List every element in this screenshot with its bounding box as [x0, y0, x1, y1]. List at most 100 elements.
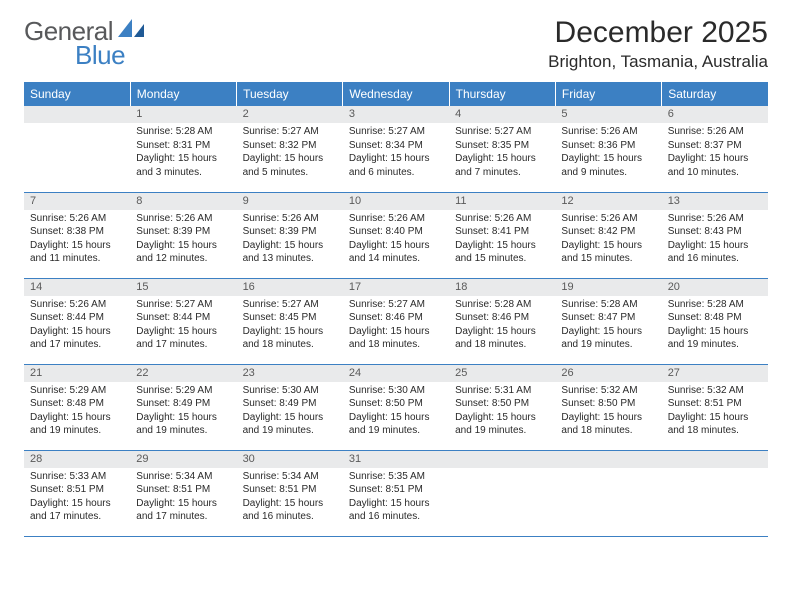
daylight-line: Daylight: 15 hours and 19 minutes.: [668, 325, 762, 352]
sunrise-line: Sunrise: 5:32 AM: [561, 384, 655, 398]
weekday-header: Wednesday: [343, 82, 449, 106]
day-number: 22: [130, 365, 236, 382]
day-data: [449, 468, 555, 528]
sunset-line: Sunset: 8:45 PM: [243, 311, 337, 325]
calendar-page: General Blue December 2025 Brighton, Tas…: [0, 0, 792, 553]
calendar-day-cell: 4Sunrise: 5:27 AMSunset: 8:35 PMDaylight…: [449, 106, 555, 192]
weekday-header: Friday: [555, 82, 661, 106]
sunset-line: Sunset: 8:51 PM: [30, 483, 124, 497]
day-number: 23: [237, 365, 343, 382]
weekday-header: Saturday: [662, 82, 768, 106]
sunset-line: Sunset: 8:48 PM: [30, 397, 124, 411]
day-number: 2: [237, 106, 343, 123]
sunrise-line: Sunrise: 5:27 AM: [349, 298, 443, 312]
day-number: [449, 451, 555, 468]
sunset-line: Sunset: 8:34 PM: [349, 139, 443, 153]
day-data: Sunrise: 5:34 AMSunset: 8:51 PMDaylight:…: [130, 468, 236, 528]
sunrise-line: Sunrise: 5:26 AM: [668, 212, 762, 226]
weekday-header: Sunday: [24, 82, 130, 106]
sunset-line: Sunset: 8:42 PM: [561, 225, 655, 239]
sunset-line: Sunset: 8:51 PM: [136, 483, 230, 497]
calendar-day-cell: 1Sunrise: 5:28 AMSunset: 8:31 PMDaylight…: [130, 106, 236, 192]
sunset-line: Sunset: 8:39 PM: [136, 225, 230, 239]
calendar-day-cell: 11Sunrise: 5:26 AMSunset: 8:41 PMDayligh…: [449, 192, 555, 278]
day-number: 5: [555, 106, 661, 123]
day-data: Sunrise: 5:26 AMSunset: 8:44 PMDaylight:…: [24, 296, 130, 356]
month-title: December 2025: [548, 16, 768, 50]
daylight-line: Daylight: 15 hours and 5 minutes.: [243, 152, 337, 179]
day-data: Sunrise: 5:26 AMSunset: 8:36 PMDaylight:…: [555, 123, 661, 183]
sunrise-line: Sunrise: 5:34 AM: [243, 470, 337, 484]
day-data: Sunrise: 5:32 AMSunset: 8:50 PMDaylight:…: [555, 382, 661, 442]
sunset-line: Sunset: 8:36 PM: [561, 139, 655, 153]
title-block: December 2025 Brighton, Tasmania, Austra…: [548, 16, 768, 72]
calendar-day-cell: 16Sunrise: 5:27 AMSunset: 8:45 PMDayligh…: [237, 278, 343, 364]
daylight-line: Daylight: 15 hours and 9 minutes.: [561, 152, 655, 179]
sunset-line: Sunset: 8:43 PM: [668, 225, 762, 239]
daylight-line: Daylight: 15 hours and 19 minutes.: [561, 325, 655, 352]
sunrise-line: Sunrise: 5:27 AM: [243, 298, 337, 312]
day-number: [555, 451, 661, 468]
daylight-line: Daylight: 15 hours and 7 minutes.: [455, 152, 549, 179]
day-data: Sunrise: 5:31 AMSunset: 8:50 PMDaylight:…: [449, 382, 555, 442]
day-number: [24, 106, 130, 123]
day-number: 29: [130, 451, 236, 468]
daylight-line: Daylight: 15 hours and 12 minutes.: [136, 239, 230, 266]
sunrise-line: Sunrise: 5:27 AM: [349, 125, 443, 139]
calendar-day-cell: 21Sunrise: 5:29 AMSunset: 8:48 PMDayligh…: [24, 364, 130, 450]
day-number: 19: [555, 279, 661, 296]
calendar-day-cell: 10Sunrise: 5:26 AMSunset: 8:40 PMDayligh…: [343, 192, 449, 278]
day-data: [24, 123, 130, 183]
day-data: Sunrise: 5:30 AMSunset: 8:50 PMDaylight:…: [343, 382, 449, 442]
sunset-line: Sunset: 8:49 PM: [136, 397, 230, 411]
day-number: 24: [343, 365, 449, 382]
calendar-day-cell: 25Sunrise: 5:31 AMSunset: 8:50 PMDayligh…: [449, 364, 555, 450]
daylight-line: Daylight: 15 hours and 17 minutes.: [30, 325, 124, 352]
day-data: Sunrise: 5:27 AMSunset: 8:45 PMDaylight:…: [237, 296, 343, 356]
calendar-day-cell: 31Sunrise: 5:35 AMSunset: 8:51 PMDayligh…: [343, 450, 449, 536]
day-data: Sunrise: 5:27 AMSunset: 8:35 PMDaylight:…: [449, 123, 555, 183]
calendar-empty-cell: [449, 450, 555, 536]
sunrise-line: Sunrise: 5:26 AM: [349, 212, 443, 226]
daylight-line: Daylight: 15 hours and 15 minutes.: [561, 239, 655, 266]
day-number: 31: [343, 451, 449, 468]
sunrise-line: Sunrise: 5:28 AM: [455, 298, 549, 312]
sunrise-line: Sunrise: 5:33 AM: [30, 470, 124, 484]
day-number: 10: [343, 193, 449, 210]
sunset-line: Sunset: 8:51 PM: [349, 483, 443, 497]
calendar-day-cell: 27Sunrise: 5:32 AMSunset: 8:51 PMDayligh…: [662, 364, 768, 450]
day-data: Sunrise: 5:30 AMSunset: 8:49 PMDaylight:…: [237, 382, 343, 442]
day-number: 3: [343, 106, 449, 123]
sunrise-line: Sunrise: 5:26 AM: [561, 125, 655, 139]
daylight-line: Daylight: 15 hours and 14 minutes.: [349, 239, 443, 266]
day-data: Sunrise: 5:29 AMSunset: 8:48 PMDaylight:…: [24, 382, 130, 442]
brand-text-blue: Blue: [75, 40, 125, 71]
daylight-line: Daylight: 15 hours and 17 minutes.: [136, 325, 230, 352]
sunrise-line: Sunrise: 5:26 AM: [243, 212, 337, 226]
day-data: Sunrise: 5:27 AMSunset: 8:32 PMDaylight:…: [237, 123, 343, 183]
daylight-line: Daylight: 15 hours and 16 minutes.: [243, 497, 337, 524]
day-data: Sunrise: 5:28 AMSunset: 8:46 PMDaylight:…: [449, 296, 555, 356]
daylight-line: Daylight: 15 hours and 6 minutes.: [349, 152, 443, 179]
day-data: Sunrise: 5:26 AMSunset: 8:42 PMDaylight:…: [555, 210, 661, 270]
day-number: 7: [24, 193, 130, 210]
day-data: Sunrise: 5:28 AMSunset: 8:48 PMDaylight:…: [662, 296, 768, 356]
day-data: Sunrise: 5:26 AMSunset: 8:39 PMDaylight:…: [130, 210, 236, 270]
calendar-day-cell: 15Sunrise: 5:27 AMSunset: 8:44 PMDayligh…: [130, 278, 236, 364]
day-number: 25: [449, 365, 555, 382]
sunset-line: Sunset: 8:50 PM: [561, 397, 655, 411]
sunset-line: Sunset: 8:44 PM: [136, 311, 230, 325]
brand-logo: General Blue: [24, 16, 146, 47]
sunset-line: Sunset: 8:48 PM: [668, 311, 762, 325]
calendar-week-row: 14Sunrise: 5:26 AMSunset: 8:44 PMDayligh…: [24, 278, 768, 364]
sunrise-line: Sunrise: 5:27 AM: [455, 125, 549, 139]
sunset-line: Sunset: 8:47 PM: [561, 311, 655, 325]
brand-sail-icon: [118, 19, 146, 37]
calendar-table: SundayMondayTuesdayWednesdayThursdayFrid…: [24, 82, 768, 537]
daylight-line: Daylight: 15 hours and 18 minutes.: [561, 411, 655, 438]
sunrise-line: Sunrise: 5:26 AM: [561, 212, 655, 226]
sunset-line: Sunset: 8:37 PM: [668, 139, 762, 153]
calendar-day-cell: 12Sunrise: 5:26 AMSunset: 8:42 PMDayligh…: [555, 192, 661, 278]
sunrise-line: Sunrise: 5:34 AM: [136, 470, 230, 484]
calendar-day-cell: 6Sunrise: 5:26 AMSunset: 8:37 PMDaylight…: [662, 106, 768, 192]
